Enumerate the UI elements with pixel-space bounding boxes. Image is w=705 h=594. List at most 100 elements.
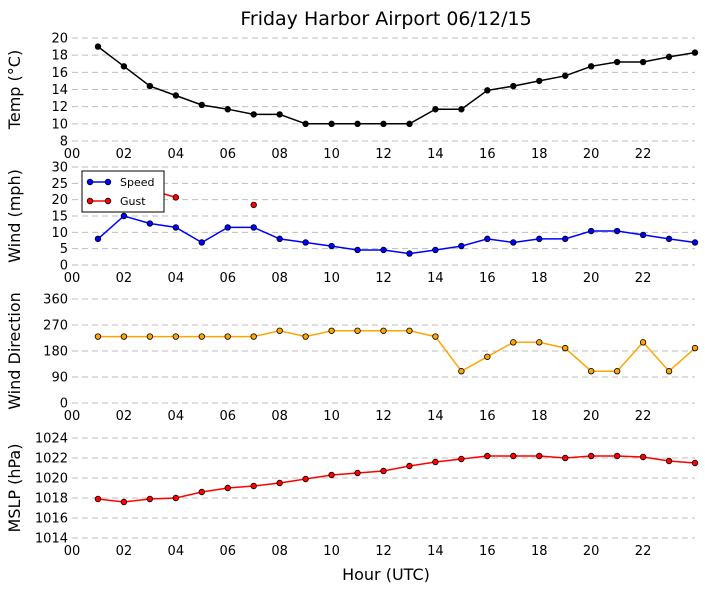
data-point [406, 250, 413, 257]
x-tick-label: 04 [168, 409, 185, 424]
data-point [302, 120, 309, 128]
data-point [665, 235, 673, 243]
data-point [250, 111, 257, 118]
data-point [328, 120, 335, 128]
y-tick-label: 360 [43, 293, 68, 308]
y-tick-label: 15 [51, 210, 68, 225]
x-tick-label: 06 [219, 271, 236, 286]
x-tick-label: 04 [168, 544, 185, 559]
data-point [380, 120, 387, 128]
data-point [587, 368, 595, 375]
data-point [613, 58, 621, 66]
x-tick-label: 08 [271, 147, 288, 162]
data-point [302, 475, 309, 483]
data-point [510, 82, 517, 90]
y-tick-label: 1020 [35, 472, 68, 487]
x-tick-label: 18 [531, 544, 548, 559]
y-tick-label: 0 [60, 259, 68, 274]
data-point [198, 488, 205, 496]
data-point [172, 333, 180, 340]
y-tick-label: 30 [51, 161, 68, 176]
legend-entry: Speed [120, 176, 154, 189]
data-point [354, 246, 361, 254]
y-axis-label: Temp (°C) [5, 50, 24, 130]
x-tick-label: 10 [323, 544, 340, 559]
panel-3: 1014 1016 1018 1020 1022 1024 00 02 04 06 08 10 12 14… [5, 432, 699, 559]
data-point [691, 344, 699, 352]
data-point [639, 339, 647, 346]
x-tick-label: 00 [64, 409, 81, 424]
y-tick-label: 1024 [35, 432, 68, 447]
data-point [587, 452, 595, 460]
x-tick-label: 22 [635, 544, 652, 559]
data-point [665, 457, 673, 465]
data-point [120, 212, 128, 220]
y-tick-label: 10 [51, 117, 68, 132]
data-point [172, 92, 180, 99]
data-point [302, 239, 309, 246]
series-3-0 [94, 452, 699, 506]
panel-2: 0 90 180 270 360 00 02 04 06 08 10 12 14 16 18 20 22 Wind… [5, 292, 699, 424]
x-tick-label: 00 [64, 271, 81, 286]
data-point [198, 101, 205, 109]
data-point [484, 353, 491, 360]
x-tick-label: 02 [116, 544, 133, 559]
data-point [613, 452, 621, 460]
y-tick-label: 20 [51, 193, 68, 208]
data-point [665, 53, 673, 61]
data-point [665, 368, 673, 375]
x-tick-label: 16 [479, 147, 496, 162]
x-tick-label: 14 [427, 271, 444, 286]
x-tick-label: 12 [375, 409, 392, 424]
data-point [458, 242, 465, 250]
legend-marker [104, 178, 112, 186]
data-point [146, 82, 154, 90]
data-point [276, 111, 283, 118]
x-tick-label: 00 [64, 147, 81, 162]
data-point [432, 333, 439, 340]
y-tick-label: 1018 [35, 492, 68, 507]
x-tick-label: 02 [116, 409, 133, 424]
x-tick-label: 04 [168, 147, 185, 162]
x-tick-label: 14 [427, 147, 444, 162]
data-point [250, 333, 257, 340]
data-point [224, 106, 231, 113]
data-point [562, 454, 569, 462]
x-tick-label: 12 [375, 147, 392, 162]
data-point [536, 77, 543, 85]
data-point [328, 327, 335, 334]
x-tick-label: 16 [479, 271, 496, 286]
data-point [250, 201, 257, 209]
data-point [691, 459, 699, 467]
x-tick-label: 10 [323, 147, 340, 162]
data-point [250, 224, 257, 231]
y-tick-label: 8 [60, 135, 68, 150]
y-tick-label: 16 [51, 66, 68, 81]
data-point [691, 49, 699, 56]
data-point [639, 453, 647, 461]
x-tick-label: 10 [323, 271, 340, 286]
data-point [639, 231, 647, 239]
data-point [484, 452, 491, 460]
y-tick-label: 18 [51, 49, 68, 64]
data-point [613, 227, 621, 235]
x-tick-label: 04 [168, 271, 185, 286]
data-point [94, 495, 102, 503]
x-tick-label: 14 [427, 409, 444, 424]
y-tick-label: 1022 [35, 452, 68, 467]
y-axis-label: Wind (mph) [5, 169, 24, 263]
series-2-0 [94, 327, 699, 375]
data-point [458, 455, 465, 463]
data-point [354, 327, 361, 334]
series-0-0 [94, 43, 699, 128]
data-point [146, 220, 154, 227]
data-point [639, 58, 647, 66]
x-tick-label: 20 [583, 271, 600, 286]
x-tick-label: 22 [635, 409, 652, 424]
x-tick-label: 20 [583, 544, 600, 559]
data-point [536, 339, 543, 346]
x-tick-label: 20 [583, 147, 600, 162]
legend-box [81, 170, 165, 213]
